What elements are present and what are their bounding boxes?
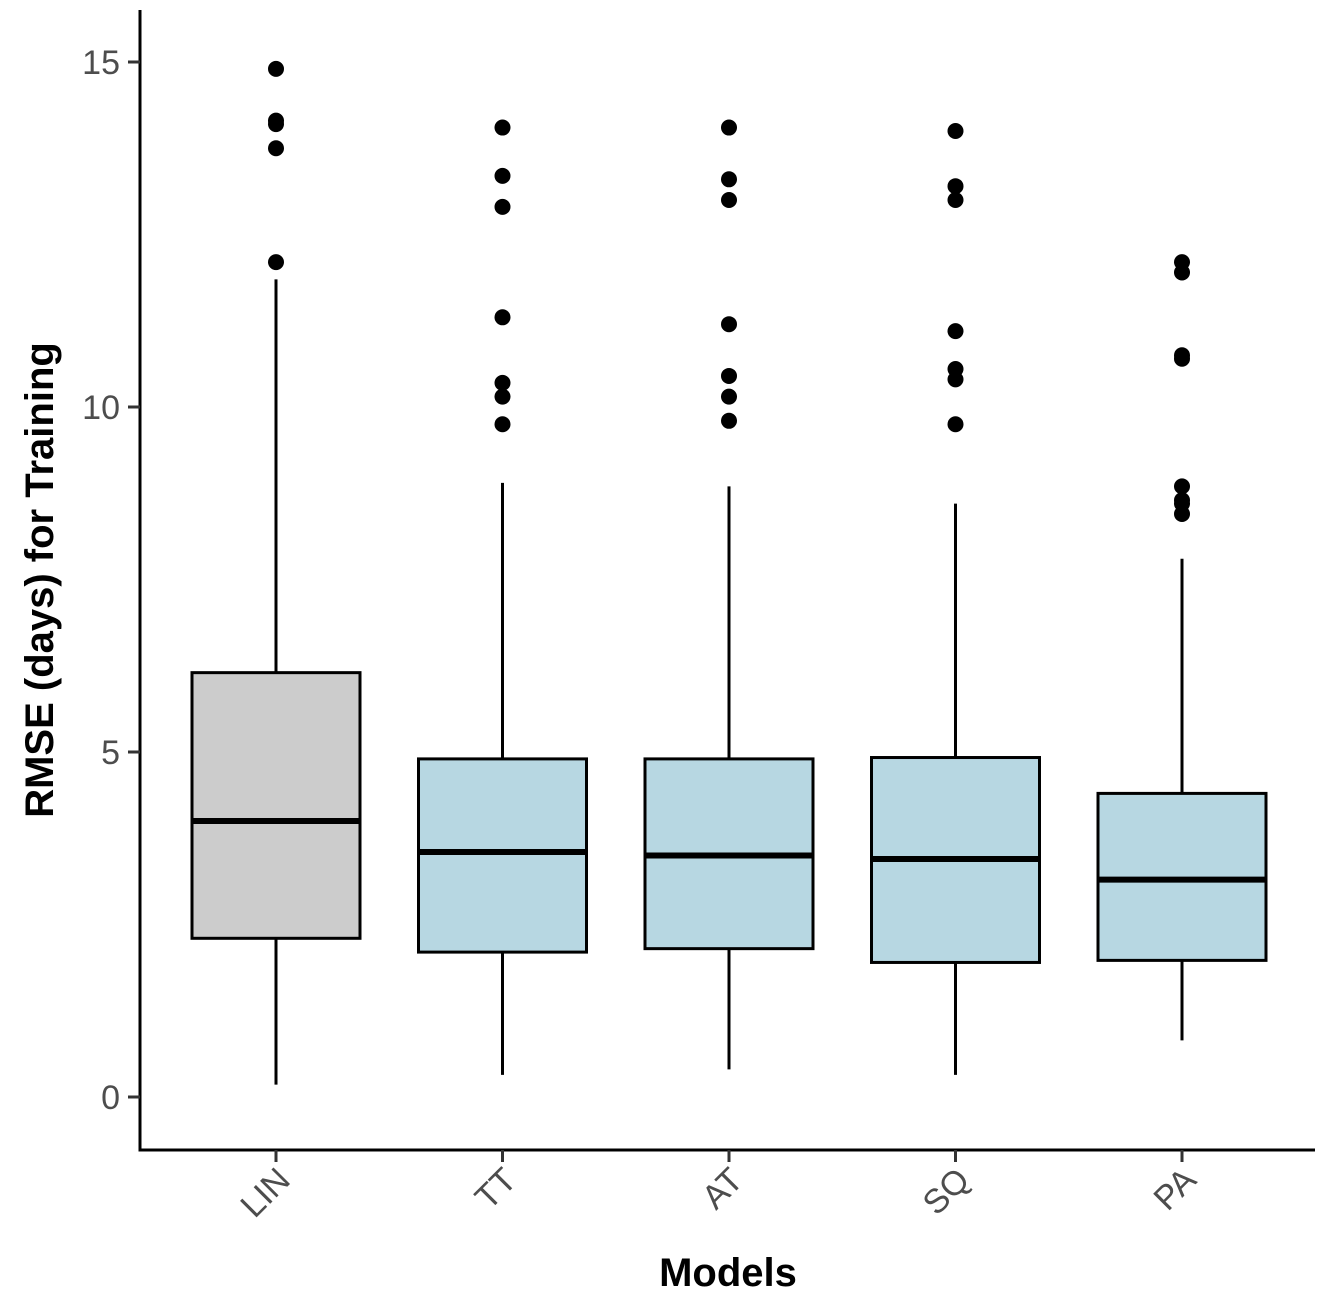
x-tick-label: TT	[468, 1161, 524, 1217]
boxes-layer	[190, 279, 1268, 1085]
outlier-point	[1174, 505, 1190, 522]
outlier-point	[947, 416, 964, 433]
outlier-point	[268, 140, 284, 157]
outlier-point	[494, 167, 511, 184]
outlier-point	[1174, 350, 1190, 367]
x-tick-label: LIN	[233, 1161, 297, 1225]
x-axis-title: Models	[659, 1251, 797, 1295]
outlier-point	[721, 192, 737, 208]
outlier-point	[721, 388, 737, 405]
outlier-point	[494, 416, 511, 433]
outlier-point	[494, 198, 511, 215]
outlier-point	[1174, 478, 1190, 495]
outlier-point	[721, 316, 737, 333]
outlier-point	[721, 119, 737, 136]
outlier-point	[947, 371, 964, 388]
box-group-at	[643, 486, 815, 1070]
x-tick-label: PA	[1146, 1161, 1203, 1218]
outlier-point	[268, 60, 284, 77]
box-group-pa	[1096, 558, 1268, 1041]
axes-layer: 0 5 10 15 LIN TT AT SQ PA	[82, 10, 1315, 1225]
outlier-point	[947, 192, 964, 208]
iqr-box	[417, 757, 588, 954]
outlier-point	[494, 119, 511, 136]
y-tick-label: 15	[82, 44, 120, 82]
y-tick-label: 0	[101, 1079, 120, 1117]
outlier-point	[1174, 264, 1190, 281]
box-group-sq	[870, 503, 1041, 1075]
outlier-point	[494, 388, 511, 405]
outlier-point	[268, 254, 284, 271]
outlier-point	[947, 178, 964, 195]
outlier-point	[494, 309, 511, 326]
box-group-lin	[190, 279, 362, 1085]
outlier-point	[947, 123, 964, 139]
iqr-box	[190, 671, 362, 940]
y-tick-label: 5	[101, 734, 120, 772]
x-tick-label: SQ	[916, 1161, 978, 1223]
outlier-point	[268, 116, 284, 133]
box-group-tt	[417, 482, 588, 1075]
x-tick-label: AT	[695, 1161, 751, 1217]
y-axis-title: RMSE (days) for Training	[18, 342, 62, 818]
outlier-point	[721, 412, 737, 429]
outlier-point	[494, 374, 511, 391]
outlier-point	[947, 323, 964, 340]
outlier-point	[721, 171, 737, 188]
outliers-layer	[268, 60, 1190, 522]
y-tick-label: 10	[82, 389, 120, 427]
outlier-point	[721, 367, 737, 384]
